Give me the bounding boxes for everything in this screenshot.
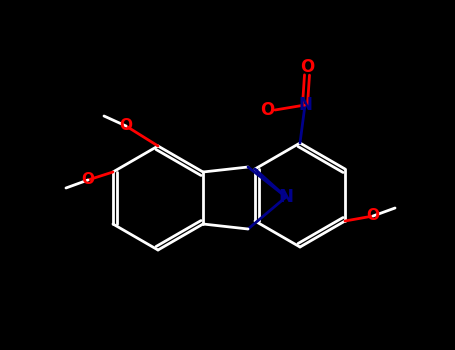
Text: O: O bbox=[260, 101, 274, 119]
Text: N: N bbox=[298, 96, 312, 114]
Text: N: N bbox=[278, 188, 293, 206]
Text: O: O bbox=[81, 173, 95, 188]
Text: O: O bbox=[367, 209, 379, 224]
Text: O: O bbox=[120, 119, 132, 133]
Text: O: O bbox=[300, 58, 314, 76]
